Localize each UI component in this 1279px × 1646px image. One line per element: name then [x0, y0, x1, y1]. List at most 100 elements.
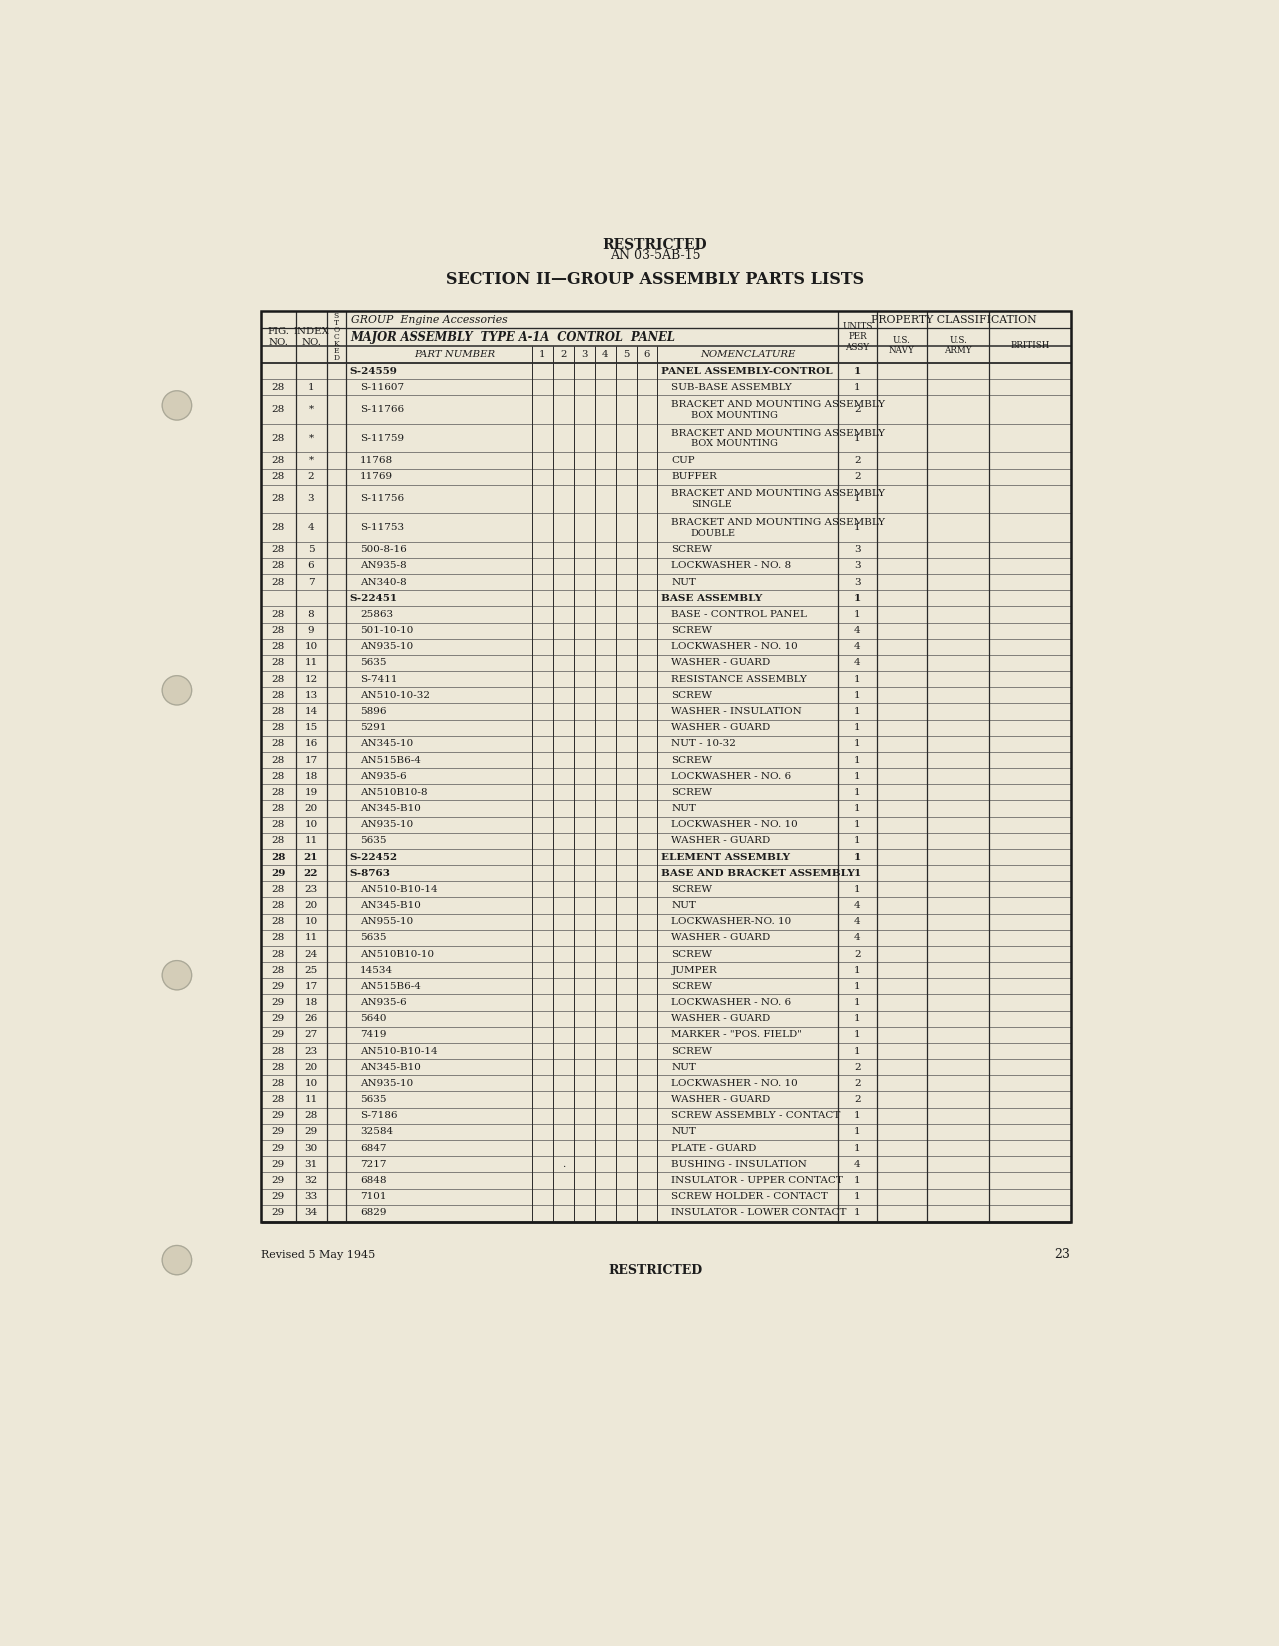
- Text: 31: 31: [304, 1160, 317, 1169]
- Text: BASE ASSEMBLY: BASE ASSEMBLY: [660, 594, 762, 602]
- Text: AN935-6: AN935-6: [359, 997, 407, 1007]
- Text: PANEL ASSEMBLY-CONTROL: PANEL ASSEMBLY-CONTROL: [660, 367, 833, 375]
- Text: *: *: [308, 456, 313, 464]
- Text: PROPERTY CLASSIFICATION: PROPERTY CLASSIFICATION: [871, 314, 1037, 324]
- Text: *: *: [308, 405, 313, 415]
- Text: 1: 1: [854, 1014, 861, 1024]
- Text: LOCKWASHER - NO. 6: LOCKWASHER - NO. 6: [671, 772, 792, 780]
- Text: 28: 28: [271, 472, 285, 481]
- Text: 4: 4: [308, 523, 315, 532]
- Text: 23: 23: [1055, 1248, 1071, 1261]
- Text: CUP: CUP: [671, 456, 694, 464]
- Text: 5291: 5291: [359, 723, 386, 732]
- Text: 28: 28: [271, 1095, 285, 1104]
- Text: 34: 34: [304, 1208, 317, 1218]
- Text: 11: 11: [304, 836, 317, 846]
- Text: 29: 29: [271, 1208, 285, 1218]
- Text: MAJOR ASSEMBLY  TYPE A-1A  CONTROL  PANEL: MAJOR ASSEMBLY TYPE A-1A CONTROL PANEL: [350, 331, 675, 344]
- Text: 6848: 6848: [359, 1175, 386, 1185]
- Text: 25: 25: [304, 966, 317, 974]
- Text: 28: 28: [271, 675, 285, 683]
- Text: AN340-8: AN340-8: [359, 578, 407, 586]
- Text: 5640: 5640: [359, 1014, 386, 1024]
- Text: LOCKWASHER - NO. 6: LOCKWASHER - NO. 6: [671, 997, 792, 1007]
- Text: 5635: 5635: [359, 933, 386, 943]
- Text: RESTRICTED: RESTRICTED: [602, 237, 707, 252]
- Text: AN935-10: AN935-10: [359, 642, 413, 652]
- Text: 1: 1: [854, 772, 861, 780]
- Text: 21: 21: [303, 853, 318, 861]
- Text: 32584: 32584: [359, 1128, 393, 1136]
- Text: 1: 1: [854, 788, 861, 797]
- Text: 1: 1: [854, 803, 861, 813]
- Text: 6829: 6829: [359, 1208, 386, 1218]
- Text: 5635: 5635: [359, 658, 386, 668]
- Text: AN955-10: AN955-10: [359, 917, 413, 927]
- Text: BASE AND BRACKET ASSEMBLY: BASE AND BRACKET ASSEMBLY: [660, 869, 854, 877]
- Text: 23: 23: [304, 886, 317, 894]
- Text: S-7186: S-7186: [359, 1111, 398, 1121]
- Text: 11: 11: [304, 658, 317, 668]
- Text: 28: 28: [271, 545, 285, 555]
- Text: WASHER - GUARD: WASHER - GUARD: [671, 723, 771, 732]
- Text: S-24559: S-24559: [349, 367, 396, 375]
- Text: SCREW: SCREW: [671, 756, 712, 764]
- Text: 29: 29: [271, 1175, 285, 1185]
- Text: LOCKWASHER - NO. 10: LOCKWASHER - NO. 10: [671, 820, 798, 830]
- Text: 4: 4: [854, 900, 861, 910]
- Text: 28: 28: [271, 433, 285, 443]
- Text: 4: 4: [854, 933, 861, 943]
- Text: 11: 11: [304, 1095, 317, 1104]
- Text: 29: 29: [271, 1014, 285, 1024]
- Text: RESTRICTED: RESTRICTED: [608, 1264, 702, 1277]
- Text: 28: 28: [271, 900, 285, 910]
- Text: 1: 1: [854, 983, 861, 991]
- Text: S-8763: S-8763: [349, 869, 390, 877]
- Text: 10: 10: [304, 1078, 317, 1088]
- Text: AN510B10-8: AN510B10-8: [359, 788, 427, 797]
- Text: 1: 1: [854, 1192, 861, 1202]
- Text: 1: 1: [854, 886, 861, 894]
- Text: 13: 13: [304, 691, 317, 700]
- Text: U.S.
ARMY: U.S. ARMY: [944, 336, 972, 356]
- Text: 28: 28: [271, 658, 285, 668]
- Text: 1: 1: [854, 691, 861, 700]
- Text: 1: 1: [854, 820, 861, 830]
- Text: 28: 28: [271, 917, 285, 927]
- Text: 28: 28: [271, 1063, 285, 1072]
- Text: SCREW: SCREW: [671, 1047, 712, 1055]
- Text: NUT: NUT: [671, 1128, 696, 1136]
- Text: 1: 1: [854, 594, 861, 602]
- Text: 15: 15: [304, 723, 317, 732]
- Text: 28: 28: [271, 494, 285, 504]
- Text: 23: 23: [304, 1047, 317, 1055]
- Text: 11769: 11769: [359, 472, 393, 481]
- Text: 28: 28: [271, 820, 285, 830]
- Text: S
T
O
C
K
E
D: S T O C K E D: [333, 311, 339, 362]
- Text: GROUP  Engine Accessories: GROUP Engine Accessories: [350, 314, 508, 324]
- Text: 501-10-10: 501-10-10: [359, 625, 413, 635]
- Text: BRITISH: BRITISH: [1010, 341, 1050, 351]
- Text: 500-8-16: 500-8-16: [359, 545, 407, 555]
- Text: .: .: [561, 1160, 565, 1169]
- Text: LOCKWASHER-NO. 10: LOCKWASHER-NO. 10: [671, 917, 792, 927]
- Text: SUB-BASE ASSEMBLY: SUB-BASE ASSEMBLY: [671, 384, 792, 392]
- Text: 28: 28: [271, 691, 285, 700]
- Text: 1: 1: [854, 384, 861, 392]
- Text: 2: 2: [854, 950, 861, 958]
- Text: SCREW HOLDER - CONTACT: SCREW HOLDER - CONTACT: [671, 1192, 829, 1202]
- Text: 14: 14: [304, 708, 317, 716]
- Circle shape: [162, 390, 192, 420]
- Text: 28: 28: [271, 708, 285, 716]
- Text: 7419: 7419: [359, 1030, 386, 1039]
- Text: WASHER - GUARD: WASHER - GUARD: [671, 1095, 771, 1104]
- Text: 1: 1: [854, 1144, 861, 1152]
- Text: AN345-B10: AN345-B10: [359, 900, 421, 910]
- Text: JUMPER: JUMPER: [671, 966, 718, 974]
- Text: *: *: [308, 433, 313, 443]
- Text: AN935-10: AN935-10: [359, 1078, 413, 1088]
- Text: 2: 2: [854, 1063, 861, 1072]
- Text: LOCKWASHER - NO. 8: LOCKWASHER - NO. 8: [671, 561, 792, 571]
- Text: BRACKET AND MOUNTING ASSEMBLY: BRACKET AND MOUNTING ASSEMBLY: [671, 489, 885, 499]
- Text: 1: 1: [854, 723, 861, 732]
